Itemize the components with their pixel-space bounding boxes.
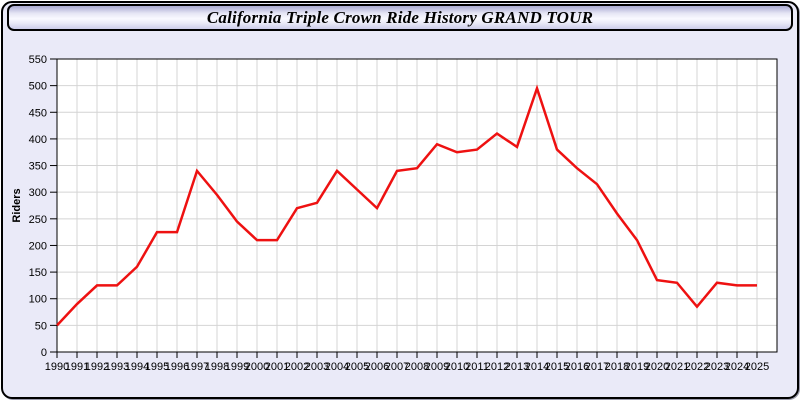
x-tick-label: 1995	[145, 361, 169, 373]
y-tick-label: 0	[41, 347, 47, 359]
y-tick-label: 500	[29, 81, 47, 93]
x-tick-label: 2025	[745, 361, 769, 373]
x-tick-label: 2013	[505, 361, 529, 373]
x-tick-label: 2004	[325, 361, 349, 373]
page-title: California Triple Crown Ride History GRA…	[206, 7, 594, 27]
y-tick-label: 550	[29, 54, 47, 66]
x-tick-label: 2016	[565, 361, 589, 373]
y-tick-label: 350	[29, 161, 47, 173]
x-tick-label: 2005	[345, 361, 369, 373]
x-tick-label: 2017	[585, 361, 609, 373]
x-tick-label: 1997	[185, 361, 209, 373]
x-tick-label: 2007	[385, 361, 409, 373]
x-tick-label: 2015	[545, 361, 569, 373]
y-tick-label: 300	[29, 187, 47, 199]
x-tick-label: 1998	[205, 361, 229, 373]
y-tick-label: 150	[29, 267, 47, 279]
x-tick-label: 1993	[105, 361, 129, 373]
x-tick-label: 2000	[245, 361, 269, 373]
x-tick-label: 2001	[265, 361, 289, 373]
y-tick-label: 450	[29, 107, 47, 119]
x-tick-label: 2024	[725, 361, 749, 373]
x-axis: 1990199119921993199419951996199719981999…	[45, 352, 769, 373]
x-tick-label: 1991	[65, 361, 89, 373]
x-tick-label: 2023	[705, 361, 729, 373]
x-tick-label: 2021	[665, 361, 689, 373]
title-bar: California Triple Crown Ride History GRA…	[7, 4, 793, 31]
x-tick-label: 2008	[405, 361, 429, 373]
y-tick-label: 400	[29, 134, 47, 146]
y-tick-label: 50	[35, 320, 47, 332]
y-axis: 0 50 100 150 200 250 300 350 400 450 500 550	[29, 54, 57, 359]
y-tick-label: 200	[29, 240, 47, 252]
y-tick-label: 100	[29, 294, 47, 306]
x-tick-label: 1990	[45, 361, 69, 373]
x-tick-label: 2002	[285, 361, 309, 373]
x-tick-label: 1999	[225, 361, 249, 373]
x-tick-label: 2010	[445, 361, 469, 373]
x-tick-label: 2022	[685, 361, 709, 373]
x-tick-label: 2018	[605, 361, 629, 373]
x-tick-label: 2003	[305, 361, 329, 373]
series-line-riders	[56, 84, 757, 327]
x-tick-label: 2009	[425, 361, 449, 373]
x-tick-label: 1996	[165, 361, 189, 373]
x-tick-label: 2006	[365, 361, 389, 373]
x-tick-label: 2019	[625, 361, 649, 373]
gridlines	[57, 59, 777, 352]
x-tick-label: 2011	[465, 361, 489, 373]
x-tick-label: 1994	[125, 361, 149, 373]
x-tick-label: 2020	[645, 361, 669, 373]
x-tick-label: 1992	[85, 361, 109, 373]
x-tick-label: 2014	[525, 361, 549, 373]
y-tick-label: 250	[29, 214, 47, 226]
y-axis-title: Riders	[11, 188, 23, 222]
x-tick-label: 2012	[485, 361, 509, 373]
